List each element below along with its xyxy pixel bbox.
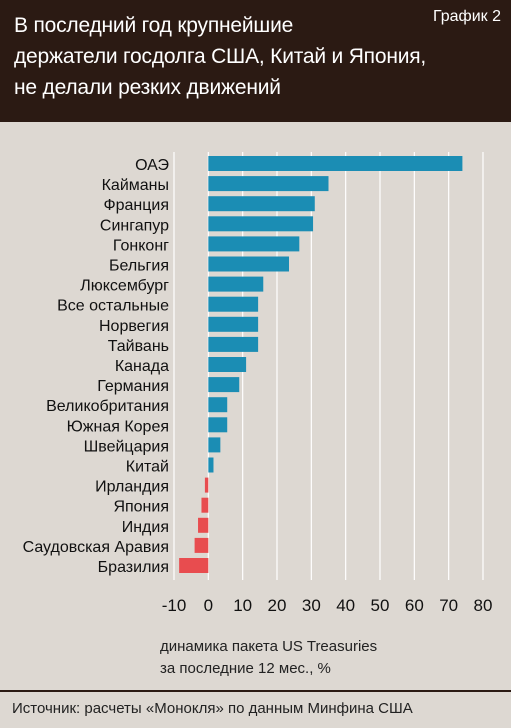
bar <box>201 497 209 513</box>
bar <box>208 236 300 252</box>
category-label: ОАЭ <box>135 157 169 174</box>
category-label: Швейцария <box>84 438 169 455</box>
bar <box>208 417 228 433</box>
x-axis-label-line-2: за последние 12 мес., % <box>160 660 331 677</box>
category-label: Бельгия <box>109 258 169 275</box>
chart-title: В последний год крупнейшие держатели гос… <box>14 10 434 103</box>
title-line-3: не делали резких движений <box>14 76 281 99</box>
bar <box>208 176 329 192</box>
x-tick-label: 10 <box>233 596 252 615</box>
x-tick-labels: -10 0 10 20 30 40 50 60 70 80 <box>162 596 493 615</box>
bar <box>179 558 209 573</box>
chart-header: В последний год крупнейшие держатели гос… <box>0 0 511 122</box>
x-tick-label: 50 <box>371 596 390 615</box>
bar <box>208 256 290 272</box>
source-footer: Источник: расчеты «Монокля» по данным Ми… <box>0 690 511 728</box>
title-line-1: В последний год крупнейшие <box>14 14 294 37</box>
x-tick-label: 20 <box>268 596 287 615</box>
category-label: Канада <box>115 358 169 375</box>
category-label: Кайманы <box>102 177 169 194</box>
category-label: Япония <box>113 499 169 516</box>
category-label: Бразилия <box>98 559 169 576</box>
category-label: Южная Корея <box>67 418 169 435</box>
bar-chart: ОАЭ Кайманы Франция Сингапур Гонконг Бельгия Л… <box>23 152 493 615</box>
bar <box>208 276 264 292</box>
category-label: Индия <box>122 519 169 536</box>
category-label: Норвегия <box>99 318 169 335</box>
bar <box>208 377 240 393</box>
title-line-2: держатели госдолга США, Китай и Япония, <box>14 45 427 68</box>
bars <box>179 156 463 573</box>
category-label: Ирландия <box>95 479 169 496</box>
bar <box>208 196 315 212</box>
bar <box>208 397 228 413</box>
x-tick-label: 40 <box>336 596 355 615</box>
x-tick-label: 80 <box>474 596 493 615</box>
category-label: Тайвань <box>108 338 169 355</box>
category-labels: ОАЭ Кайманы Франция Сингапур Гонконг Бельгия Л… <box>23 157 170 576</box>
bar <box>208 316 259 332</box>
x-tick-label: 30 <box>302 596 321 615</box>
category-label: Китай <box>126 459 169 476</box>
category-label: Франция <box>103 197 169 214</box>
bar <box>198 517 209 533</box>
category-label: Гонконг <box>113 237 169 254</box>
category-label: Все остальные <box>57 298 169 315</box>
bar <box>208 457 214 473</box>
x-tick-label: 0 <box>204 596 213 615</box>
x-axis-label: динамика пакета US Treasuries за последн… <box>160 636 377 680</box>
bar <box>208 357 247 372</box>
bar <box>208 216 314 232</box>
category-label: Люксембург <box>80 278 169 295</box>
x-axis-label-line-1: динамика пакета US Treasuries <box>160 638 378 655</box>
bar <box>208 437 221 453</box>
source-note: Источник: расчеты «Монокля» по данным Ми… <box>12 700 413 717</box>
x-tick-label: 70 <box>439 596 458 615</box>
category-label: Саудовская Аравия <box>23 539 169 556</box>
bar <box>194 537 209 553</box>
bar <box>208 156 463 171</box>
x-tick-label: 60 <box>405 596 424 615</box>
x-tick-label: -10 <box>162 596 187 615</box>
chart-number-tag: График 2 <box>432 8 501 25</box>
category-label: Сингапур <box>100 217 169 234</box>
bar <box>208 296 259 312</box>
bar <box>208 336 259 352</box>
category-label: Великобритания <box>46 398 169 415</box>
category-label: Германия <box>97 378 169 395</box>
bar <box>204 477 209 493</box>
